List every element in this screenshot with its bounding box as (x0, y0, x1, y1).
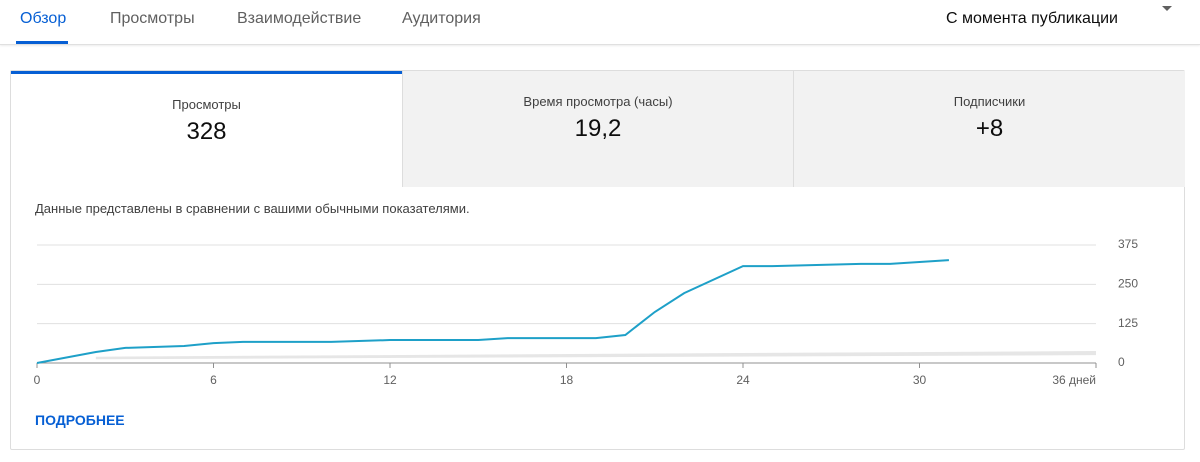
y-tick-label: 0 (1118, 355, 1125, 369)
x-tick-label: 18 (560, 373, 574, 387)
more-link[interactable]: ПОДРОБНЕЕ (35, 412, 125, 428)
x-tick-label: 36 дней (1052, 373, 1096, 387)
dropdown-caret[interactable] (1162, 6, 1172, 11)
chart: 0 125 250 375 0 6 12 18 24 30 36 дней (34, 237, 1139, 387)
card (10, 70, 1185, 450)
tab-bar: Обзор Просмотры Взаимодействие Аудитория… (0, 0, 1200, 45)
tab[interactable]: Обзор (20, 10, 67, 27)
metric-tab[interactable]: Подписчики +8 (793, 71, 1185, 187)
x-tick-label: 6 (210, 373, 217, 387)
metric-label: Время просмотра (часы) (523, 94, 673, 109)
period-dropdown[interactable]: С момента публикации (946, 10, 1118, 27)
x-tick-label: 12 (383, 373, 397, 387)
y-tick-label: 250 (1118, 277, 1138, 291)
metric-label: Просмотры (172, 97, 241, 112)
x-tick-label: 30 (913, 373, 927, 387)
metric-tab[interactable]: Время просмотра (часы) 19,2 (402, 71, 793, 187)
y-tick-label: 125 (1118, 316, 1138, 330)
typical-band (95, 351, 1097, 360)
x-tick-label: 0 (34, 373, 41, 387)
tab-indicator (16, 41, 68, 44)
metric-value: +8 (975, 115, 1004, 142)
note: Данные представлены в сравнении с вашими… (35, 201, 470, 216)
y-tick-label: 375 (1118, 237, 1138, 251)
metric-label: Подписчики (953, 94, 1026, 109)
metric-value: 328 (186, 118, 227, 145)
metric-value: 19,2 (574, 115, 622, 142)
tab[interactable]: Аудитория (402, 10, 481, 27)
tab[interactable]: Взаимодействие (237, 10, 362, 27)
tab[interactable]: Просмотры (110, 10, 195, 27)
x-tick-label: 24 (736, 373, 750, 387)
views-line (36, 259, 949, 364)
metric-tab[interactable]: Просмотры 328 (11, 71, 402, 187)
